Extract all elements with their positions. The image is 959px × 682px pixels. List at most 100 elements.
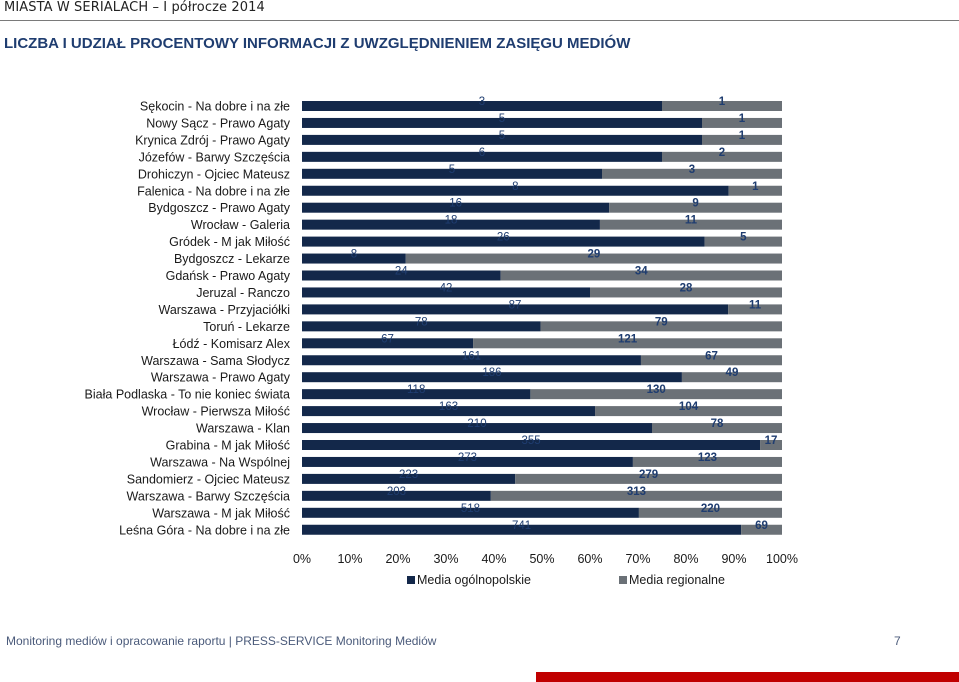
data-label-ogolnopolskie: 78 — [415, 316, 428, 328]
bar-media-ogolnopolskie — [302, 338, 474, 349]
bar-media-ogolnopolskie — [302, 440, 761, 450]
bar-media-ogolnopolskie — [302, 101, 662, 111]
data-label-ogolnopolskie: 210 — [467, 418, 486, 430]
bar-media-ogolnopolskie — [302, 355, 641, 366]
data-label-ogolnopolskie: 203 — [387, 486, 406, 498]
x-tick-label: 20% — [385, 552, 410, 566]
bar-media-regionalne — [702, 117, 782, 128]
bar-media-regionalne — [530, 389, 782, 400]
bar-media-ogolnopolskie — [302, 236, 705, 247]
category-label: Grabina - M jak Miłość — [166, 439, 290, 453]
data-label-regionalne: 67 — [705, 350, 718, 362]
x-tick-label: 80% — [673, 552, 698, 566]
data-label-regionalne: 313 — [627, 486, 646, 498]
category-label: Gródek - M jak Miłość — [169, 235, 290, 249]
category-label: Wrocław - Galeria — [191, 218, 290, 232]
bar-media-regionalne — [662, 151, 782, 162]
bar-media-ogolnopolskie — [302, 270, 501, 281]
bar-media-regionalne — [681, 372, 782, 383]
bar-media-regionalne — [515, 473, 782, 484]
data-label-regionalne: 34 — [635, 266, 648, 278]
data-label-regionalne: 3 — [689, 164, 695, 176]
category-label: Warszawa - Sama Słodycz — [141, 354, 290, 368]
data-label-regionalne: 279 — [639, 469, 658, 481]
category-label: Krynica Zdrój - Prawo Agaty — [135, 133, 291, 147]
data-label-regionalne: 5 — [740, 232, 747, 244]
category-label: Bydgoszcz - Prawo Agaty — [148, 201, 290, 215]
category-label: Leśna Góra - Na dobre i na złe — [119, 523, 290, 537]
data-label-regionalne: 49 — [726, 367, 739, 379]
data-label-regionalne: 28 — [680, 282, 693, 294]
bar-media-ogolnopolskie — [302, 168, 602, 179]
bar-media-ogolnopolskie — [302, 389, 531, 400]
bar-media-regionalne — [540, 321, 782, 332]
footer-text: Monitoring mediów i opracowanie raportu … — [6, 634, 437, 648]
bar-media-regionalne — [590, 287, 782, 298]
x-tick-label: 10% — [337, 552, 362, 566]
data-label-ogolnopolskie: 161 — [462, 350, 481, 362]
bar-media-ogolnopolskie — [302, 304, 729, 315]
data-label-ogolnopolskie: 18 — [445, 215, 458, 227]
bar-media-regionalne — [640, 355, 782, 366]
data-label-regionalne: 2 — [719, 147, 725, 159]
data-label-regionalne: 78 — [711, 418, 724, 430]
footer-accent-bar — [536, 672, 959, 682]
bar-media-ogolnopolskie — [302, 423, 652, 434]
x-tick-label: 100% — [766, 552, 798, 566]
x-tick-label: 60% — [577, 552, 602, 566]
x-tick-label: 30% — [433, 552, 458, 566]
bar-media-regionalne — [599, 219, 782, 230]
data-label-ogolnopolskie: 518 — [461, 503, 480, 515]
stacked-bar-chart: Sękocin - Na dobre i na złe 3 1 Nowy Sącz -… — [85, 96, 798, 587]
bar-media-regionalne — [638, 507, 782, 518]
category-label: Warszawa - Na Wspólnej — [150, 455, 290, 469]
bar-media-regionalne — [602, 168, 782, 179]
bar-media-ogolnopolskie — [302, 253, 406, 264]
bar-media-regionalne — [728, 304, 782, 315]
data-label-ogolnopolskie: 16 — [449, 198, 462, 210]
data-label-regionalne: 130 — [647, 384, 666, 396]
legend-label-ogolnopolskie: Media ogólnopolskie — [417, 573, 531, 587]
legend-label-regionalne: Media regionalne — [629, 573, 725, 587]
bar-media-regionalne — [490, 490, 782, 501]
data-label-regionalne: 1 — [752, 181, 759, 193]
category-label: Wrocław - Pierwsza Miłość — [142, 405, 290, 419]
category-label: Nowy Sącz - Prawo Agaty — [146, 116, 291, 130]
data-label-ogolnopolskie: 8 — [351, 249, 357, 261]
bar-media-ogolnopolskie — [302, 524, 742, 535]
category-label: Sękocin - Na dobre i na złe — [140, 100, 290, 114]
bar-media-regionalne — [405, 253, 782, 264]
bar-media-ogolnopolskie — [302, 321, 541, 332]
bar-media-ogolnopolskie — [302, 202, 610, 213]
page-number: 7 — [894, 634, 901, 648]
data-label-ogolnopolskie: 6 — [479, 147, 485, 159]
data-label-ogolnopolskie: 5 — [499, 113, 505, 125]
category-label: Warszawa - Klan — [196, 422, 290, 436]
bar-media-regionalne — [662, 101, 782, 111]
data-label-ogolnopolskie: 273 — [458, 452, 477, 464]
bar-media-regionalne — [741, 524, 782, 535]
header-divider — [0, 20, 959, 21]
bar-media-ogolnopolskie — [302, 507, 639, 518]
category-label: Józefów - Barwy Szczęścia — [139, 150, 290, 164]
data-label-ogolnopolskie: 3 — [479, 96, 485, 108]
section-title: LICZBA I UDZIAŁ PROCENTOWY INFORMACJI Z … — [4, 35, 631, 52]
data-label-regionalne: 121 — [618, 333, 638, 345]
category-label: Warszawa - Przyjaciółki — [158, 303, 290, 317]
data-label-regionalne: 1 — [739, 113, 746, 125]
data-label-regionalne: 220 — [701, 503, 720, 515]
data-label-regionalne: 17 — [765, 435, 778, 447]
data-label-regionalne: 69 — [755, 520, 768, 532]
category-label: Warszawa - Barwy Szczęścia — [127, 489, 291, 503]
category-label: Bydgoszcz - Lekarze — [174, 252, 290, 266]
x-tick-label: 50% — [529, 552, 554, 566]
data-label-regionalne: 104 — [679, 401, 699, 413]
bar-media-ogolnopolskie — [302, 456, 633, 467]
data-label-regionalne: 11 — [685, 215, 698, 227]
category-label: Drohiczyn - Ojciec Mateusz — [138, 167, 290, 181]
bar-media-ogolnopolskie — [302, 134, 702, 145]
data-label-regionalne: 29 — [587, 249, 600, 261]
data-label-ogolnopolskie: 8 — [512, 181, 518, 193]
data-label-ogolnopolskie: 355 — [521, 435, 540, 447]
bar-media-regionalne — [760, 440, 782, 450]
